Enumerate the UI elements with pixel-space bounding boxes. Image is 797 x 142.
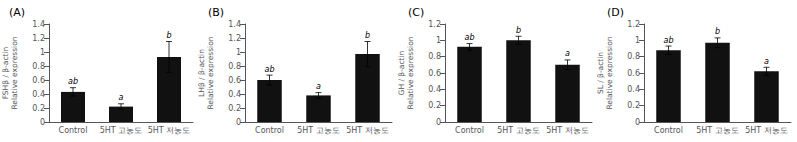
svg-text:b: b (365, 31, 370, 40)
svg-text:Control: Control (59, 126, 88, 135)
svg-text:Relative expression: Relative expression (605, 36, 614, 109)
svg-text:b: b (166, 31, 171, 40)
svg-text:1: 1 (40, 48, 45, 57)
svg-text:1.4: 1.4 (32, 20, 45, 29)
svg-text:Control: Control (255, 126, 284, 135)
svg-text:0.8: 0.8 (627, 52, 640, 61)
svg-text:Relative expression: Relative expression (10, 36, 19, 109)
svg-text:0.2: 0.2 (627, 101, 640, 110)
svg-text:0.6: 0.6 (228, 76, 241, 85)
svg-text:0.8: 0.8 (32, 62, 45, 71)
svg-text:a: a (764, 57, 769, 66)
svg-text:5HT 저농도: 5HT 저농도 (148, 126, 191, 135)
svg-text:(A): (A) (9, 6, 25, 19)
svg-text:0.4: 0.4 (428, 85, 441, 94)
svg-text:0.6: 0.6 (428, 69, 441, 78)
svg-text:0: 0 (40, 118, 45, 127)
svg-text:1.2: 1.2 (228, 34, 241, 43)
svg-text:0: 0 (635, 118, 640, 127)
svg-text:0.2: 0.2 (32, 104, 45, 113)
svg-text:1.2: 1.2 (32, 34, 45, 43)
svg-text:5HT 저농도: 5HT 저농도 (745, 126, 788, 135)
svg-text:5HT 고농도: 5HT 고농도 (100, 126, 143, 135)
svg-text:Relative expression: Relative expression (206, 36, 215, 109)
svg-text:0.4: 0.4 (627, 85, 640, 94)
svg-text:(B): (B) (208, 6, 224, 19)
svg-text:SL / β-actin: SL / β-actin (596, 52, 605, 94)
svg-text:(C): (C) (408, 6, 424, 19)
svg-text:1.2: 1.2 (428, 20, 441, 29)
svg-text:FSHβ / β-actin: FSHβ / β-actin (1, 46, 10, 99)
svg-text:0.6: 0.6 (32, 76, 45, 85)
svg-text:LHβ / β-actin: LHβ / β-actin (197, 49, 206, 97)
svg-text:0: 0 (236, 118, 241, 127)
svg-text:a: a (316, 82, 321, 91)
svg-text:(D): (D) (607, 6, 624, 19)
svg-text:GH / β-actin: GH / β-actin (397, 50, 406, 95)
svg-text:ab: ab (265, 65, 275, 74)
svg-text:Control: Control (654, 126, 683, 135)
svg-text:b: b (715, 27, 720, 36)
svg-text:Relative expression: Relative expression (406, 36, 415, 109)
svg-text:ab: ab (465, 33, 475, 42)
svg-text:a: a (119, 93, 124, 102)
svg-text:5HT 고농도: 5HT 고농도 (297, 126, 340, 135)
svg-text:0.4: 0.4 (32, 90, 45, 99)
svg-text:5HT 고농도: 5HT 고농도 (497, 126, 540, 135)
svg-text:0.2: 0.2 (428, 101, 441, 110)
svg-text:b: b (516, 26, 521, 35)
svg-text:0: 0 (436, 118, 441, 127)
svg-text:5HT 저농도: 5HT 저농도 (346, 126, 389, 135)
svg-text:5HT 저농도: 5HT 저농도 (546, 126, 589, 135)
svg-text:1.4: 1.4 (228, 20, 241, 29)
svg-text:Control: Control (455, 126, 484, 135)
svg-text:1.2: 1.2 (627, 20, 640, 29)
svg-text:a: a (565, 49, 570, 58)
svg-text:0.2: 0.2 (228, 104, 241, 113)
svg-text:ab: ab (68, 77, 78, 86)
svg-text:0.6: 0.6 (627, 69, 640, 78)
svg-text:5HT 고농도: 5HT 고농도 (696, 126, 739, 135)
svg-text:0.4: 0.4 (228, 90, 241, 99)
svg-text:1: 1 (236, 48, 241, 57)
svg-text:0.8: 0.8 (228, 62, 241, 71)
svg-text:0.8: 0.8 (428, 52, 441, 61)
svg-text:ab: ab (664, 36, 674, 45)
svg-text:1: 1 (635, 36, 640, 45)
svg-text:1: 1 (436, 36, 441, 45)
